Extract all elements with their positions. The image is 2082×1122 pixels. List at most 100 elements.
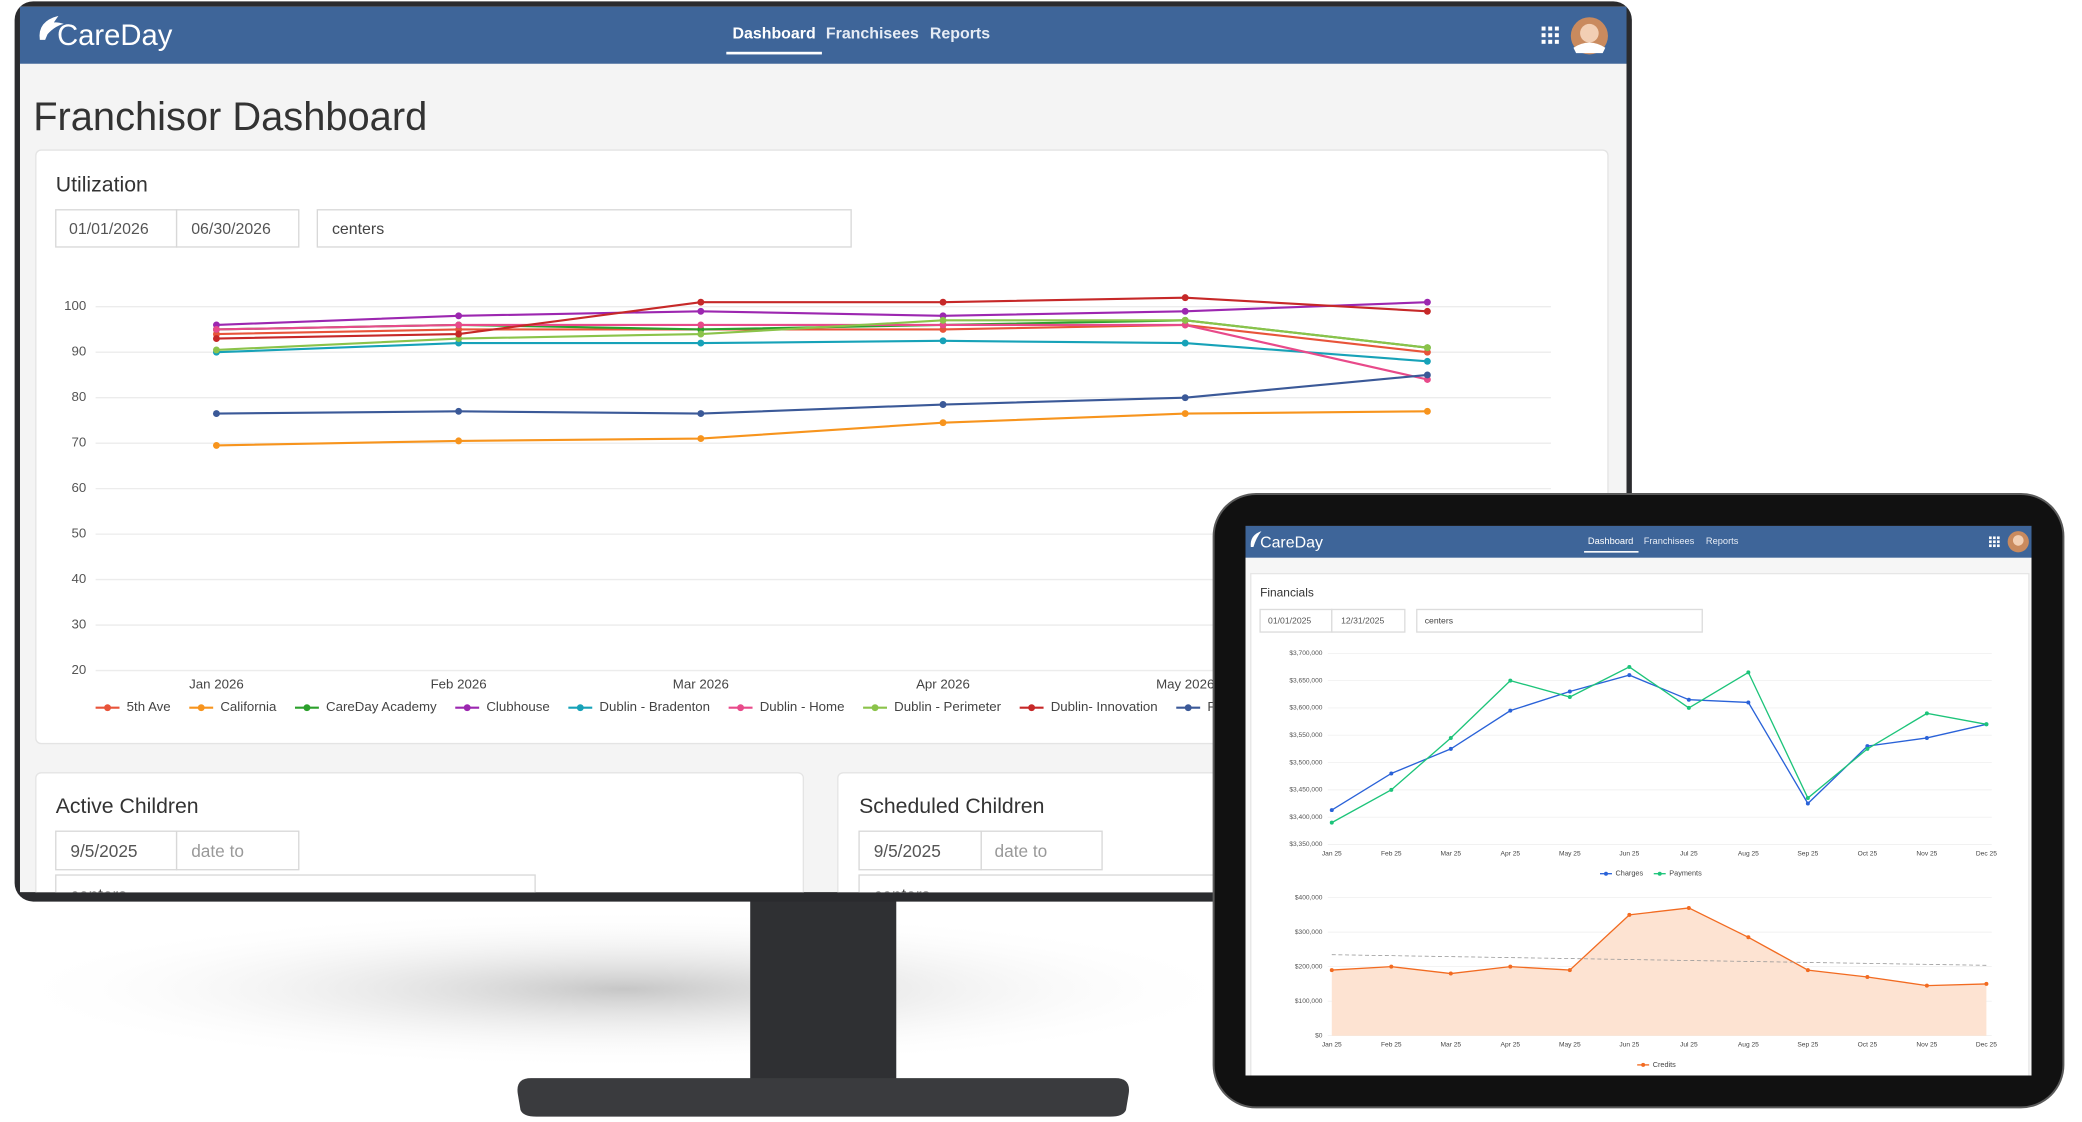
y-tick-label: $3,700,000: [1289, 650, 1322, 657]
tablet: CareDay Dashboard Franchisees Reports Fi…: [1212, 492, 2065, 1109]
date-input[interactable]: [175, 209, 300, 248]
y-tick-label: $3,650,000: [1289, 677, 1322, 684]
x-tick-label: Feb 25: [1381, 1042, 1402, 1049]
credits-chart: $0 $100,000 $200,000 $300,000 $400,000 Jan 25…: [1295, 894, 1997, 1068]
y-tick-label: 30: [72, 617, 87, 632]
date-to: date to: [191, 841, 244, 861]
data-point: [1924, 711, 1929, 716]
legend-label: Dublin - Bradenton: [599, 699, 710, 714]
data-point: [212, 335, 220, 343]
legend-label: CareDay Academy: [326, 699, 437, 714]
x-tick-label: Dec 25: [1976, 1042, 1997, 1049]
date-from: 9/5/2025: [874, 841, 941, 861]
series-line: [216, 339, 1428, 363]
date-input[interactable]: [55, 209, 178, 248]
data-point: [1181, 316, 1189, 324]
data-point: [1567, 968, 1572, 973]
y-tick-label: $200,000: [1295, 963, 1323, 970]
apps-icon[interactable]: [1989, 536, 2000, 548]
legend-swatch: [1184, 704, 1192, 712]
x-tick-label: May 25: [1559, 1042, 1581, 1049]
nav-link[interactable]: Franchisees: [1644, 536, 1695, 546]
legend-swatch: [104, 704, 112, 712]
y-tick-label: $0: [1315, 1032, 1323, 1039]
x-tick-label: Jan 25: [1322, 1042, 1342, 1049]
data-point: [939, 298, 947, 306]
legend-label: 5th Ave: [127, 699, 171, 714]
series-line: [216, 373, 1428, 415]
data-point: [1181, 394, 1189, 402]
data-point: [939, 401, 947, 408]
nav-link[interactable]: Reports: [930, 26, 990, 43]
data-point: [697, 435, 705, 443]
legend-swatch: [737, 704, 745, 712]
data-point: [939, 316, 947, 324]
centers: centers: [70, 885, 127, 905]
data-point: [1805, 801, 1810, 806]
x-tick-label: Feb 25: [1381, 851, 1402, 858]
x-tick-label: Oct 25: [1858, 851, 1878, 858]
financials-chart: $3,350,000 $3,400,000 $3,450,000 $3,500,000…: [1289, 650, 1997, 878]
centers-input[interactable]: [316, 209, 852, 248]
avatar[interactable]: [1570, 17, 1608, 55]
apps-icon[interactable]: [1541, 26, 1559, 44]
data-point: [1389, 787, 1394, 792]
data-point: [1423, 344, 1431, 352]
nav-link[interactable]: Dashboard: [1588, 536, 1633, 546]
data-point: [1423, 298, 1431, 306]
data-point: [1746, 935, 1751, 940]
date-input[interactable]: [175, 830, 300, 871]
nav-link[interactable]: Dashboard: [733, 26, 816, 43]
card-heading: Active Children: [56, 794, 199, 818]
legend-swatch: [871, 704, 879, 712]
centers-input[interactable]: [1416, 608, 1703, 633]
nav-link[interactable]: Franchisees: [826, 26, 919, 43]
data-point: [212, 326, 220, 333]
y-tick-label: 50: [72, 526, 87, 541]
legend-label: Clubhouse: [486, 699, 549, 714]
data-point: [1329, 808, 1334, 813]
y-tick-label: 20: [72, 662, 87, 677]
avatar[interactable]: [2007, 531, 2029, 553]
legend-label: Credits: [1653, 1060, 1676, 1069]
centers: centers: [874, 885, 931, 905]
data-point: [1508, 964, 1513, 969]
legend-swatch: [1657, 871, 1662, 876]
series-line: [216, 319, 1428, 351]
y-tick-label: $3,350,000: [1289, 841, 1322, 848]
legend-label: Dublin - Perimeter: [894, 699, 1001, 714]
data-point: [1181, 339, 1189, 347]
date-to: 12/31/2025: [1341, 616, 1384, 626]
data-point: [1448, 746, 1453, 751]
trend-line: [1331, 954, 1987, 966]
legend-swatch: [1603, 871, 1608, 876]
data-point: [1329, 820, 1334, 825]
data-point: [455, 321, 463, 329]
x-tick-label: Jun 25: [1619, 851, 1639, 858]
date-input[interactable]: [1331, 608, 1406, 633]
centers: centers: [1425, 616, 1453, 626]
y-tick-label: $3,450,000: [1289, 787, 1322, 794]
legend-swatch: [1641, 1062, 1646, 1067]
legend-swatch: [463, 704, 471, 712]
legend-label: California: [220, 699, 277, 714]
nav-link[interactable]: Reports: [1706, 536, 1739, 546]
date-input[interactable]: [980, 830, 1103, 871]
centers-input[interactable]: [55, 874, 536, 912]
x-tick-label: Sep 25: [1797, 1042, 1818, 1049]
data-point: [697, 410, 705, 418]
nav-bar: [19, 6, 1627, 64]
x-tick-label: Nov 25: [1916, 851, 1937, 858]
legend-swatch: [197, 704, 205, 712]
y-tick-label: 60: [72, 480, 87, 495]
data-point: [1389, 771, 1394, 776]
data-point: [1181, 307, 1189, 315]
shadow: [0, 909, 1249, 1069]
data-point: [1329, 968, 1334, 973]
logo: CareDay: [1260, 534, 1323, 551]
date-input[interactable]: [55, 830, 178, 871]
y-tick-label: $300,000: [1295, 929, 1323, 936]
y-tick-label: $3,400,000: [1289, 814, 1322, 821]
x-tick-label: Dec 25: [1976, 851, 1997, 858]
